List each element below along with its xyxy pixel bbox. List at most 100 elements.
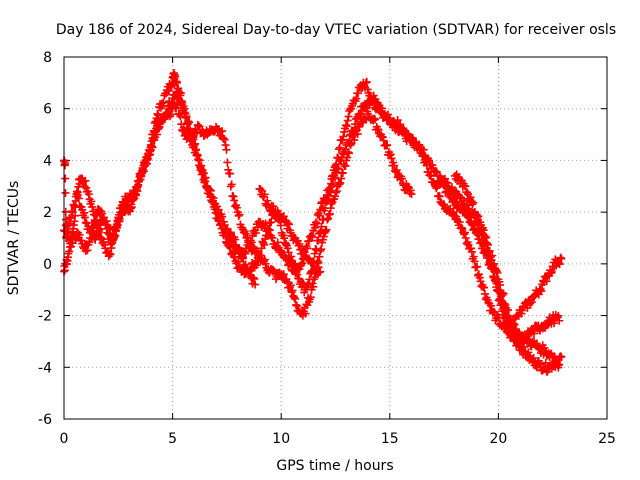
data-point [230,196,239,205]
data-point [268,234,277,242]
data-point [294,241,303,250]
data-point [490,272,499,281]
x-tick-label: 15 [381,431,399,447]
data-point [350,126,359,135]
data-point [67,207,76,216]
plot-frame [63,56,608,420]
data-point [451,198,460,207]
data-point [365,101,374,110]
data-point [547,267,556,276]
data-point [496,280,505,289]
data-point [450,196,459,205]
data-point [241,260,250,269]
data-point [292,301,301,310]
data-point [326,204,335,213]
data-point [276,221,285,230]
data-point [529,353,538,362]
data-point [93,229,102,238]
data-point [337,174,346,183]
data-point [260,240,269,249]
data-point [362,77,371,86]
data-point [197,161,206,170]
data-point [390,161,399,170]
data-point [60,266,69,275]
data-point [350,136,359,145]
data-point [64,221,73,230]
data-point [154,124,163,133]
data-point [424,156,433,165]
data-point [435,192,444,201]
data-point [159,98,168,107]
data-point [457,223,466,232]
data-point [229,192,238,201]
data-point [71,235,80,244]
data-point [351,120,360,129]
data-point [315,252,324,261]
data-point [371,115,380,124]
data-point [335,143,344,152]
data-point [218,133,227,142]
data-point [423,155,432,164]
data-point [164,86,173,95]
data-point [450,211,459,220]
data-point [480,283,489,292]
data-point [396,120,405,129]
data-point [462,239,471,248]
data-point [163,108,172,117]
data-point [234,244,243,253]
data-point [299,246,308,255]
data-point [139,167,148,176]
data-point [226,228,235,237]
data-point [235,210,244,219]
data-point [252,261,261,270]
data-point [291,300,300,309]
data-point [305,236,314,245]
data-point [261,219,270,228]
data-point [272,272,281,281]
data-point [227,180,236,189]
data-point [311,223,320,232]
data-point [392,166,401,175]
data-point [474,212,483,221]
data-point [291,294,300,303]
data-point [473,262,482,271]
data-point [297,260,306,269]
data-point [316,246,325,255]
data-point [529,292,538,301]
data-point [472,228,481,237]
data-point [483,239,492,248]
data-point [331,188,340,197]
data-point [483,240,492,249]
data-point [172,104,181,113]
data-point [324,190,333,199]
data-point [118,210,127,219]
data-point [176,91,185,100]
data-point [460,204,469,213]
data-point [339,132,348,141]
data-point [317,222,326,231]
data-point [306,293,315,302]
data-point [245,266,254,275]
data-point [153,109,162,118]
data-point [271,242,280,251]
data-point [184,117,193,126]
data-point [260,255,269,264]
data-point [377,104,386,113]
x-tick-label: 0 [60,431,69,447]
data-point [523,303,532,312]
data-point [461,234,470,242]
data-point [265,226,274,235]
x-tick-label: 5 [168,431,177,447]
data-point [317,199,326,208]
data-point [241,229,250,238]
data-point [446,204,455,213]
data-point [446,192,455,201]
x-tick-label: 20 [489,431,507,447]
data-point [407,135,416,144]
data-points [60,69,566,376]
data-point [328,181,337,190]
data-point [499,289,508,298]
data-point [61,188,70,197]
data-point [222,145,231,154]
data-point [535,360,544,369]
